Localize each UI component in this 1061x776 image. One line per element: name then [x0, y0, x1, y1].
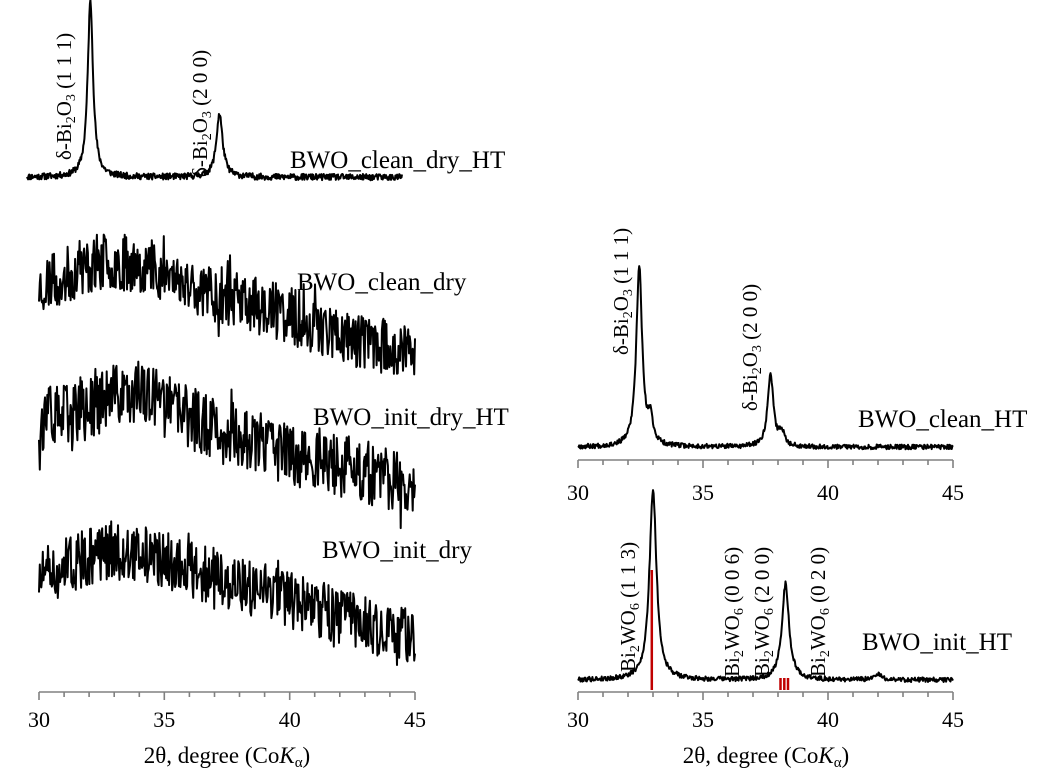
- trace-bwo-clean-dry-ht: [25, 0, 403, 182]
- sample-label-bwo-init-dry: BWO_init_dry: [322, 537, 472, 564]
- right-bottom-panel: Bi2WO6 (1 1 3) Bi2WO6 (0 0 6) Bi2WO6 (2 …: [567, 489, 1012, 771]
- trace-bwo-init-dry-ht: [38, 360, 416, 530]
- right-top-panel: δ-Bi2O3 (1 1 1) δ-Bi2O3 (2 0 0) BWO_clea…: [567, 228, 1027, 505]
- right-bottom-tick-label-45: 45: [942, 707, 964, 732]
- sample-label-bwo-clean-dry: BWO_clean_dry: [297, 269, 467, 296]
- trace-bwo-init-dry: [38, 520, 416, 666]
- right-top-x-ticks: [577, 460, 954, 468]
- right-top-tick-label-35: 35: [692, 480, 714, 505]
- right-bottom-tick-label-35: 35: [692, 707, 714, 732]
- peak-label-init-ht-020: Bi2WO6 (0 2 0): [806, 547, 833, 677]
- right-top-tick-label-30: 30: [567, 480, 589, 505]
- left-tick-label-35: 35: [153, 707, 175, 732]
- left-x-ticks: [38, 692, 416, 700]
- sample-label-bwo-clean-ht: BWO_clean_HT: [858, 406, 1027, 433]
- right-bottom-tick-label-30: 30: [567, 707, 589, 732]
- right-x-axis-title: 2θ, degree (CoKα): [683, 743, 849, 771]
- peak-label-left-200: δ-Bi2O3 (2 0 0): [188, 50, 215, 177]
- peak-label-clean-ht-111: δ-Bi2O3 (1 1 1): [609, 228, 636, 355]
- right-top-tick-label-45: 45: [942, 480, 964, 505]
- peak-label-init-ht-200: Bi2WO6 (2 0 0): [750, 547, 777, 677]
- trace-bwo-clean-dry: [38, 233, 416, 376]
- peak-label-clean-ht-200: δ-Bi2O3 (2 0 0): [738, 284, 765, 411]
- peak-label-left-111: δ-Bi2O3 (1 1 1): [52, 33, 79, 160]
- right-bottom-tick-label-40: 40: [817, 707, 839, 732]
- trace-bwo-clean-ht: [577, 265, 954, 451]
- trace-bwo-init-ht: [577, 489, 954, 683]
- sample-label-bwo-clean-dry-ht: BWO_clean_dry_HT: [290, 147, 505, 174]
- left-tick-label-40: 40: [279, 707, 301, 732]
- sample-label-bwo-init-ht: BWO_init_HT: [862, 629, 1012, 656]
- bi2wo6-reference-lines: [650, 570, 790, 690]
- left-panel: δ-Bi2O3 (1 1 1) δ-Bi2O3 (2 0 0) BWO_clea…: [25, 0, 509, 771]
- peak-label-init-ht-113: Bi2WO6 (1 1 3): [616, 542, 643, 672]
- left-tick-label-30: 30: [28, 707, 50, 732]
- left-x-axis-title: 2θ, degree (CoKα): [144, 743, 310, 771]
- peak-label-init-ht-006: Bi2WO6 (0 0 6): [720, 547, 747, 677]
- sample-label-bwo-init-dry-ht: BWO_init_dry_HT: [313, 404, 509, 431]
- left-tick-label-45: 45: [404, 707, 426, 732]
- right-bottom-x-ticks: [577, 692, 954, 700]
- right-top-tick-label-40: 40: [817, 480, 839, 505]
